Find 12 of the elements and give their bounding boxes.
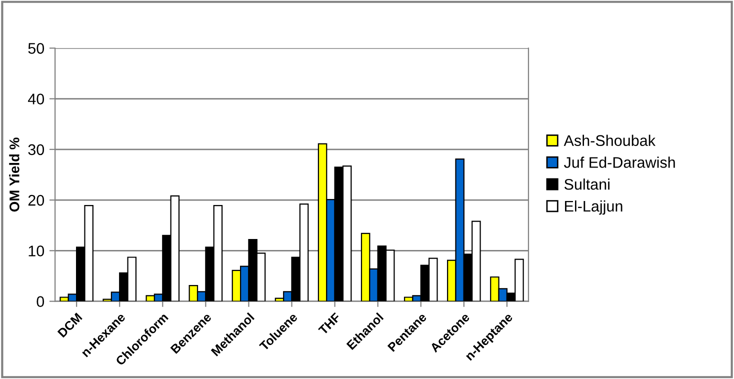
- y-tick-label: 10: [28, 246, 44, 256]
- legend-label: Ash-Shoubak: [564, 134, 656, 146]
- x-tick-label: THF: [318, 312, 341, 336]
- y-tick-label: 50: [28, 43, 44, 54]
- legend-label: Juf Ed-Darawish: [564, 156, 675, 168]
- legend-label: Sultani: [564, 178, 610, 190]
- y-tick-label: 40: [28, 94, 44, 104]
- legend-label: El-Lajjun: [565, 200, 622, 215]
- y-tick-label: 30: [28, 144, 44, 156]
- y-tick-label: 20: [28, 194, 44, 206]
- y-tick-label: 0: [36, 296, 44, 307]
- y-axis-title: OM Yield %: [9, 138, 20, 212]
